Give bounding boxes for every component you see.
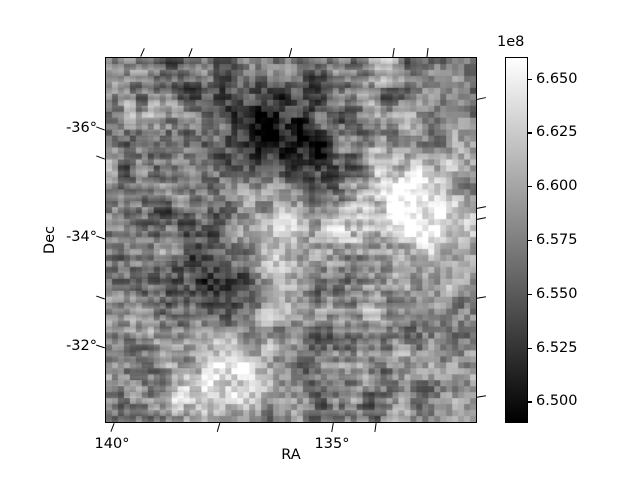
x-axis-title: RA <box>281 447 301 463</box>
colorbar-tick <box>528 347 532 349</box>
colorbar-tick-label: 6.650 <box>536 70 578 87</box>
tick-bottom-2 <box>216 423 221 432</box>
colorbar-tick <box>528 240 532 242</box>
tick-right-5 <box>476 395 487 398</box>
tick-top-5 <box>426 47 429 58</box>
tick-top-3 <box>288 47 293 58</box>
tick-left-2 <box>96 155 105 160</box>
y-tick-label: -34° <box>66 228 97 245</box>
colorbar-tick <box>528 186 532 188</box>
tick-left-32 <box>96 344 105 349</box>
tick-right-2 <box>476 206 487 210</box>
tick-bottom-140 <box>110 423 115 432</box>
tick-right-3 <box>476 217 487 221</box>
tick-bottom-4 <box>374 422 377 433</box>
sky-intensity-heatmap <box>106 58 476 422</box>
tick-right-4 <box>476 296 487 299</box>
colorbar-tick <box>528 293 532 295</box>
tick-left-36 <box>96 126 105 131</box>
sky-image-axes[interactable] <box>105 57 477 423</box>
y-tick-label: -32° <box>66 337 97 354</box>
tick-right-1 <box>476 97 487 101</box>
tick-top-2 <box>188 48 193 57</box>
y-tick-label: -36° <box>66 119 97 136</box>
y-axis-title: Dec <box>42 225 58 255</box>
colorbar-tick-label: 6.550 <box>536 285 578 302</box>
colorbar-tick-label: 6.575 <box>536 232 578 248</box>
tick-left-4 <box>96 295 105 300</box>
colorbar-tick-label: 6.525 <box>536 339 578 356</box>
colorbar-tick-label: 6.625 <box>536 124 578 141</box>
x-tick-label: 135° <box>314 436 350 452</box>
tick-bottom-135 <box>331 422 334 433</box>
tick-left-34 <box>96 235 105 240</box>
tick-top-1 <box>140 48 145 57</box>
x-tick-label: 140° <box>94 436 130 452</box>
colorbar-tick <box>528 78 532 80</box>
colorbar-tick <box>528 401 532 403</box>
colorbar-tick-label: 6.500 <box>536 393 578 410</box>
colorbar[interactable]: 6.650 6.625 6.600 6.575 6.550 6.525 6.500 <box>505 57 578 423</box>
colorbar-offset-text: 1e8 <box>497 34 525 50</box>
colorbar-tick-label: 6.600 <box>536 178 578 195</box>
tick-top-4 <box>392 47 395 58</box>
colorbar-gradient <box>505 57 528 423</box>
colorbar-tick <box>528 132 532 134</box>
